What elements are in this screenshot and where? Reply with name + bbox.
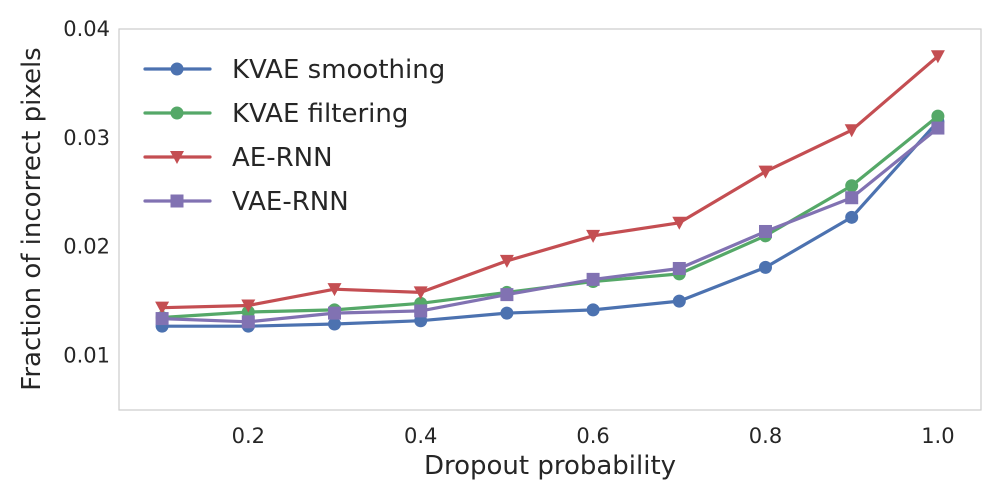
- data-point: [241, 315, 255, 329]
- y-axis-label: Fraction of incorrect pixels: [17, 47, 47, 390]
- series-line: [160, 54, 940, 310]
- series-vae-rnn: [155, 121, 945, 329]
- plot-area: [118, 28, 982, 411]
- data-point: [844, 124, 859, 138]
- legend-label: KVAE smoothing: [232, 55, 445, 85]
- series-line: [160, 126, 940, 324]
- series-kvae-smoothing: [155, 115, 945, 333]
- data-point: [328, 317, 341, 331]
- data-point: [155, 312, 169, 326]
- data-point: [499, 254, 514, 268]
- data-point: [845, 179, 859, 193]
- data-point: [672, 261, 686, 275]
- legend-label: VAE-RNN: [232, 187, 349, 217]
- data-point: [759, 260, 772, 274]
- data-point: [414, 314, 428, 328]
- data-point: [672, 294, 686, 308]
- axis-ticks: 0.2 0.4 0.6 0.8 1.0 0.01 0.02 0.03 0.04: [63, 17, 954, 448]
- legend: KVAE smoothing KVAE filtering AE-RNN VAE-RN…: [143, 55, 445, 217]
- legend-marker: [170, 151, 184, 164]
- data-point: [586, 272, 600, 286]
- series-line: [160, 119, 940, 328]
- data-point: [500, 306, 514, 320]
- data-point: [241, 299, 256, 313]
- data-point: [327, 283, 342, 297]
- legend-item: KVAE smoothing: [143, 55, 445, 85]
- data-point: [328, 306, 341, 320]
- data-point: [759, 224, 772, 238]
- data-point: [845, 210, 859, 224]
- x-tick-label: 0.2: [232, 424, 265, 448]
- y-tick-label: 0.01: [63, 344, 110, 368]
- series-ae-rnn: [155, 50, 945, 315]
- data-point: [414, 304, 428, 318]
- legend-item: KVAE filtering: [143, 99, 408, 129]
- legend-marker: [170, 106, 184, 120]
- data-point: [672, 216, 687, 230]
- data-point: [586, 229, 601, 243]
- legend-item: AE-RNN: [143, 143, 333, 173]
- legend-label: KVAE filtering: [232, 99, 408, 129]
- data-point: [931, 121, 945, 135]
- legend-marker: [170, 62, 184, 76]
- data-point: [413, 286, 428, 300]
- data-point: [930, 50, 945, 64]
- data-point: [931, 109, 945, 123]
- data-point: [586, 303, 600, 317]
- x-axis-label: Dropout probability: [424, 451, 676, 481]
- x-tick-label: 0.6: [576, 424, 609, 448]
- data-point: [758, 165, 773, 179]
- legend-label: AE-RNN: [232, 143, 333, 173]
- x-tick-label: 0.4: [404, 424, 437, 448]
- legend-marker: [170, 194, 184, 208]
- data-point: [845, 191, 859, 205]
- series-group: [155, 50, 945, 333]
- y-tick-label: 0.03: [63, 126, 110, 150]
- data-point: [500, 288, 514, 302]
- y-tick-label: 0.02: [63, 235, 110, 259]
- legend-item: VAE-RNN: [143, 187, 349, 217]
- x-tick-label: 1.0: [921, 424, 954, 448]
- x-tick-label: 0.8: [749, 424, 782, 448]
- y-tick-label: 0.04: [63, 17, 110, 41]
- data-point: [155, 301, 170, 315]
